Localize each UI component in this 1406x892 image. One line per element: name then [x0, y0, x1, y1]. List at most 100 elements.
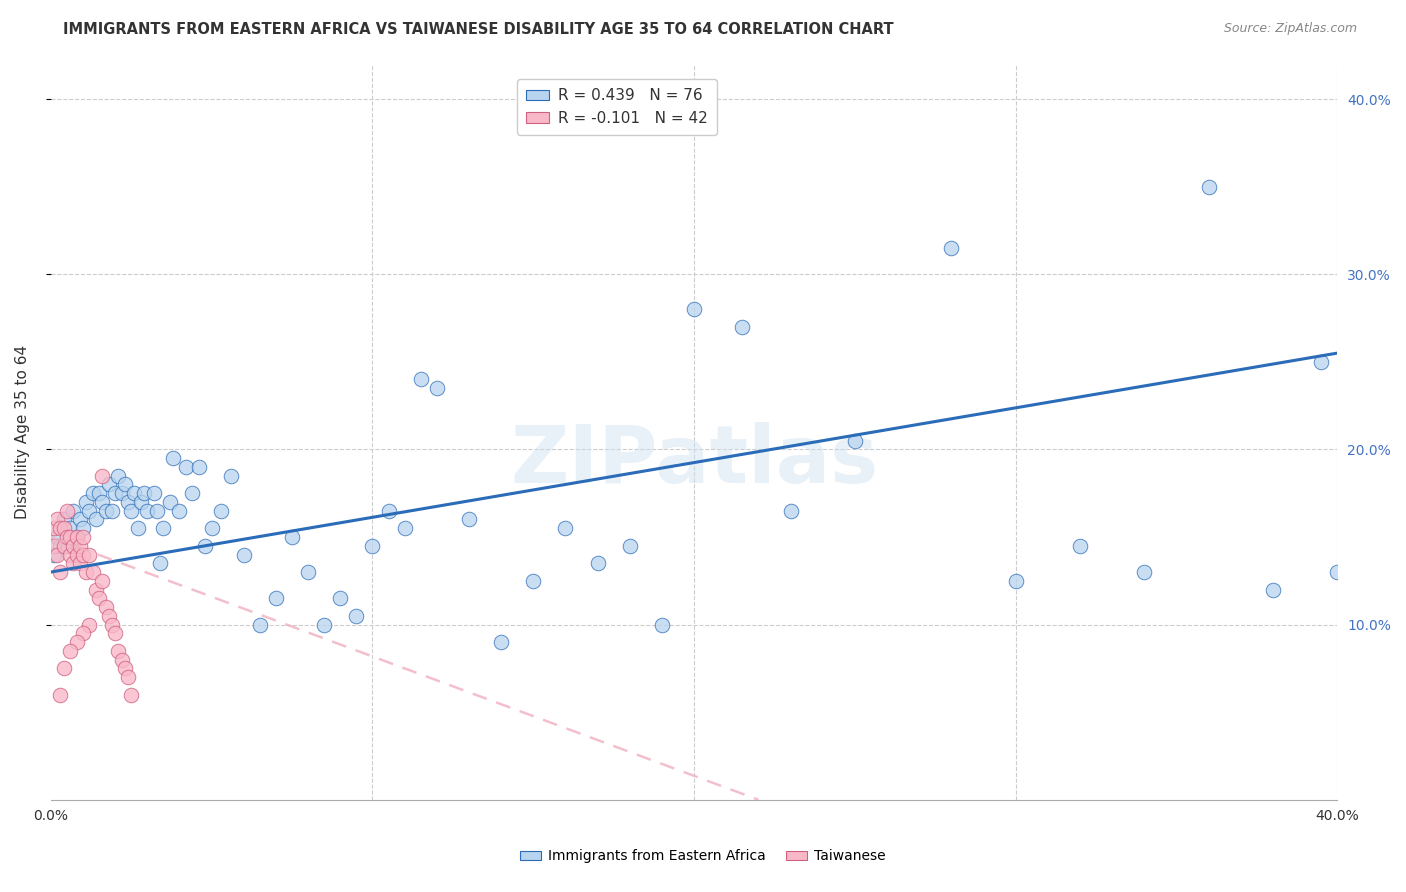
- Point: [56, 539, 79, 553]
- Point: [72, 521, 94, 535]
- Point: [110, 652, 132, 666]
- Point: [49, 688, 72, 702]
- Point: [65, 635, 87, 649]
- Point: [75, 565, 97, 579]
- Point: [69, 556, 91, 570]
- Point: [94, 600, 117, 615]
- Point: [136, 504, 159, 518]
- Point: [120, 688, 142, 702]
- Point: [87, 591, 110, 606]
- Point: [1261, 582, 1284, 597]
- Point: [52, 661, 75, 675]
- Point: [458, 512, 481, 526]
- Point: [72, 530, 94, 544]
- Point: [94, 504, 117, 518]
- Point: [394, 521, 416, 535]
- Point: [162, 451, 184, 466]
- Point: [209, 504, 232, 518]
- Point: [1004, 574, 1026, 588]
- Point: [651, 617, 673, 632]
- Point: [124, 486, 146, 500]
- Point: [169, 504, 191, 518]
- Point: [1326, 565, 1348, 579]
- Point: [1069, 539, 1091, 553]
- Point: [107, 468, 129, 483]
- Point: [79, 617, 101, 632]
- Point: [117, 495, 139, 509]
- Point: [586, 556, 609, 570]
- Point: [72, 548, 94, 562]
- Point: [59, 644, 82, 658]
- Point: [554, 521, 576, 535]
- Point: [82, 486, 104, 500]
- Point: [82, 565, 104, 579]
- Point: [120, 504, 142, 518]
- Point: [91, 495, 114, 509]
- Point: [1133, 565, 1156, 579]
- Point: [731, 319, 754, 334]
- Point: [522, 574, 544, 588]
- Point: [84, 512, 107, 526]
- Point: [84, 582, 107, 597]
- Point: [114, 477, 136, 491]
- Legend: R = 0.439   N = 76, R = -0.101   N = 42: R = 0.439 N = 76, R = -0.101 N = 42: [517, 79, 717, 135]
- Point: [314, 617, 336, 632]
- Point: [69, 512, 91, 526]
- Point: [49, 521, 72, 535]
- Point: [117, 670, 139, 684]
- Point: [107, 644, 129, 658]
- Point: [201, 521, 224, 535]
- Point: [264, 591, 287, 606]
- Point: [219, 468, 242, 483]
- Point: [49, 565, 72, 579]
- Point: [42, 548, 65, 562]
- Point: [187, 459, 209, 474]
- Point: [97, 608, 120, 623]
- Point: [42, 539, 65, 553]
- Point: [59, 521, 82, 535]
- Point: [79, 548, 101, 562]
- Point: [329, 591, 352, 606]
- Point: [46, 548, 69, 562]
- Point: [104, 626, 127, 640]
- Point: [72, 626, 94, 640]
- Point: [52, 512, 75, 526]
- Point: [75, 495, 97, 509]
- Point: [409, 372, 432, 386]
- Point: [65, 530, 87, 544]
- Point: [87, 486, 110, 500]
- Point: [42, 521, 65, 535]
- Point: [91, 574, 114, 588]
- Text: Source: ZipAtlas.com: Source: ZipAtlas.com: [1223, 22, 1357, 36]
- Point: [174, 459, 197, 474]
- Text: IMMIGRANTS FROM EASTERN AFRICA VS TAIWANESE DISABILITY AGE 35 TO 64 CORRELATION : IMMIGRANTS FROM EASTERN AFRICA VS TAIWAN…: [63, 22, 894, 37]
- Point: [844, 434, 866, 448]
- Point: [232, 548, 254, 562]
- Point: [149, 556, 172, 570]
- Point: [377, 504, 399, 518]
- Point: [79, 504, 101, 518]
- Point: [941, 241, 963, 255]
- Point: [152, 521, 174, 535]
- Point: [46, 530, 69, 544]
- Point: [194, 539, 217, 553]
- Point: [104, 486, 127, 500]
- Point: [62, 539, 84, 553]
- Point: [249, 617, 271, 632]
- Point: [52, 539, 75, 553]
- Point: [65, 548, 87, 562]
- Point: [62, 556, 84, 570]
- Point: [426, 381, 449, 395]
- Point: [97, 477, 120, 491]
- Point: [46, 512, 69, 526]
- Point: [146, 504, 169, 518]
- Point: [69, 539, 91, 553]
- Point: [114, 661, 136, 675]
- Point: [181, 486, 204, 500]
- Point: [619, 539, 641, 553]
- Point: [281, 530, 304, 544]
- Point: [62, 504, 84, 518]
- Point: [52, 521, 75, 535]
- Point: [683, 302, 706, 317]
- Point: [132, 486, 155, 500]
